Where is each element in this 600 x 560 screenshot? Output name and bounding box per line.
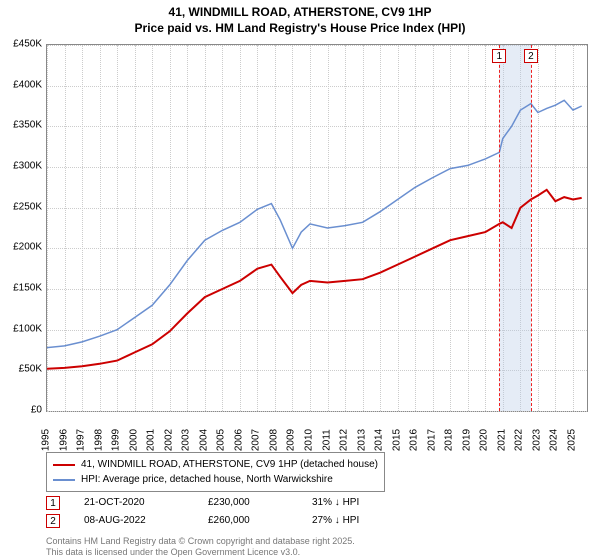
y-tick-label: £50K bbox=[19, 364, 42, 375]
marker-date-2: 08-AUG-2022 bbox=[84, 512, 184, 530]
legend-row-hpi: HPI: Average price, detached house, Nort… bbox=[53, 472, 378, 487]
x-tick-label: 2024 bbox=[549, 429, 560, 451]
y-tick-label: £150K bbox=[13, 283, 42, 294]
footer-line-2: This data is licensed under the Open Gov… bbox=[46, 547, 355, 558]
title-line-2: Price paid vs. HM Land Registry's House … bbox=[0, 20, 600, 36]
x-tick-label: 2002 bbox=[163, 429, 174, 451]
marker-line-2 bbox=[531, 45, 532, 411]
markers-table: 1 21-OCT-2020 £230,000 31% ↓ HPI 2 08-AU… bbox=[46, 494, 412, 530]
x-tick-label: 2006 bbox=[233, 429, 244, 451]
x-tick-label: 2005 bbox=[216, 429, 227, 451]
x-tick-label: 2016 bbox=[409, 429, 420, 451]
marker-price-1: £230,000 bbox=[208, 494, 288, 512]
x-tick-label: 2007 bbox=[251, 429, 262, 451]
y-axis: £0£50K£100K£150K£200K£250K£300K£350K£400… bbox=[0, 44, 46, 412]
title-line-1: 41, WINDMILL ROAD, ATHERSTONE, CV9 1HP bbox=[0, 4, 600, 20]
x-tick-label: 2025 bbox=[566, 429, 577, 451]
y-tick-label: £200K bbox=[13, 242, 42, 253]
marker-badge-inplot-1: 1 bbox=[492, 49, 506, 63]
plot-area: 12 bbox=[46, 44, 588, 412]
marker-badge-2: 2 bbox=[46, 514, 60, 528]
x-tick-label: 2003 bbox=[181, 429, 192, 451]
marker-price-2: £260,000 bbox=[208, 512, 288, 530]
y-tick-label: £100K bbox=[13, 323, 42, 334]
x-tick-label: 1997 bbox=[76, 429, 87, 451]
x-tick-label: 2004 bbox=[198, 429, 209, 451]
marker-row-1: 1 21-OCT-2020 £230,000 31% ↓ HPI bbox=[46, 494, 412, 512]
x-tick-label: 1995 bbox=[41, 429, 52, 451]
x-tick-label: 2010 bbox=[303, 429, 314, 451]
x-tick-label: 2017 bbox=[426, 429, 437, 451]
x-tick-label: 2008 bbox=[268, 429, 279, 451]
x-tick-label: 1999 bbox=[111, 429, 122, 451]
x-tick-label: 2019 bbox=[461, 429, 472, 451]
x-tick-label: 2015 bbox=[391, 429, 402, 451]
x-tick-label: 2018 bbox=[444, 429, 455, 451]
y-tick-label: £250K bbox=[13, 201, 42, 212]
marker-row-2: 2 08-AUG-2022 £260,000 27% ↓ HPI bbox=[46, 512, 412, 530]
legend-label-hpi: HPI: Average price, detached house, Nort… bbox=[81, 472, 333, 487]
title-block: 41, WINDMILL ROAD, ATHERSTONE, CV9 1HP P… bbox=[0, 0, 600, 36]
legend-swatch-property bbox=[53, 464, 75, 466]
legend: 41, WINDMILL ROAD, ATHERSTONE, CV9 1HP (… bbox=[46, 452, 385, 492]
x-tick-label: 2013 bbox=[356, 429, 367, 451]
x-tick-label: 1996 bbox=[58, 429, 69, 451]
marker-badge-inplot-2: 2 bbox=[524, 49, 538, 63]
y-tick-label: £350K bbox=[13, 120, 42, 131]
footer-line-1: Contains HM Land Registry data © Crown c… bbox=[46, 536, 355, 547]
y-tick-label: £400K bbox=[13, 79, 42, 90]
series-line-property bbox=[47, 190, 582, 369]
legend-swatch-hpi bbox=[53, 479, 75, 481]
x-axis: 1995199619971998199920002001200220032004… bbox=[46, 412, 588, 452]
x-tick-label: 2021 bbox=[496, 429, 507, 451]
x-tick-label: 2012 bbox=[339, 429, 350, 451]
marker-badge-1: 1 bbox=[46, 496, 60, 510]
x-tick-label: 2023 bbox=[531, 429, 542, 451]
footer: Contains HM Land Registry data © Crown c… bbox=[46, 536, 355, 559]
marker-date-1: 21-OCT-2020 bbox=[84, 494, 184, 512]
x-tick-label: 2000 bbox=[128, 429, 139, 451]
y-tick-label: £450K bbox=[13, 39, 42, 50]
x-tick-label: 2011 bbox=[321, 429, 332, 451]
marker-pct-1: 31% ↓ HPI bbox=[312, 494, 412, 512]
x-tick-label: 2020 bbox=[479, 429, 490, 451]
marker-pct-2: 27% ↓ HPI bbox=[312, 512, 412, 530]
x-tick-label: 2001 bbox=[146, 429, 157, 451]
legend-row-property: 41, WINDMILL ROAD, ATHERSTONE, CV9 1HP (… bbox=[53, 457, 378, 472]
x-tick-label: 2009 bbox=[286, 429, 297, 451]
x-tick-label: 2014 bbox=[374, 429, 385, 451]
chart-container: 41, WINDMILL ROAD, ATHERSTONE, CV9 1HP P… bbox=[0, 0, 600, 560]
marker-line-1 bbox=[499, 45, 500, 411]
y-tick-label: £0 bbox=[31, 405, 42, 416]
legend-label-property: 41, WINDMILL ROAD, ATHERSTONE, CV9 1HP (… bbox=[81, 457, 378, 472]
x-tick-label: 1998 bbox=[93, 429, 104, 451]
y-tick-label: £300K bbox=[13, 161, 42, 172]
x-tick-label: 2022 bbox=[514, 429, 525, 451]
